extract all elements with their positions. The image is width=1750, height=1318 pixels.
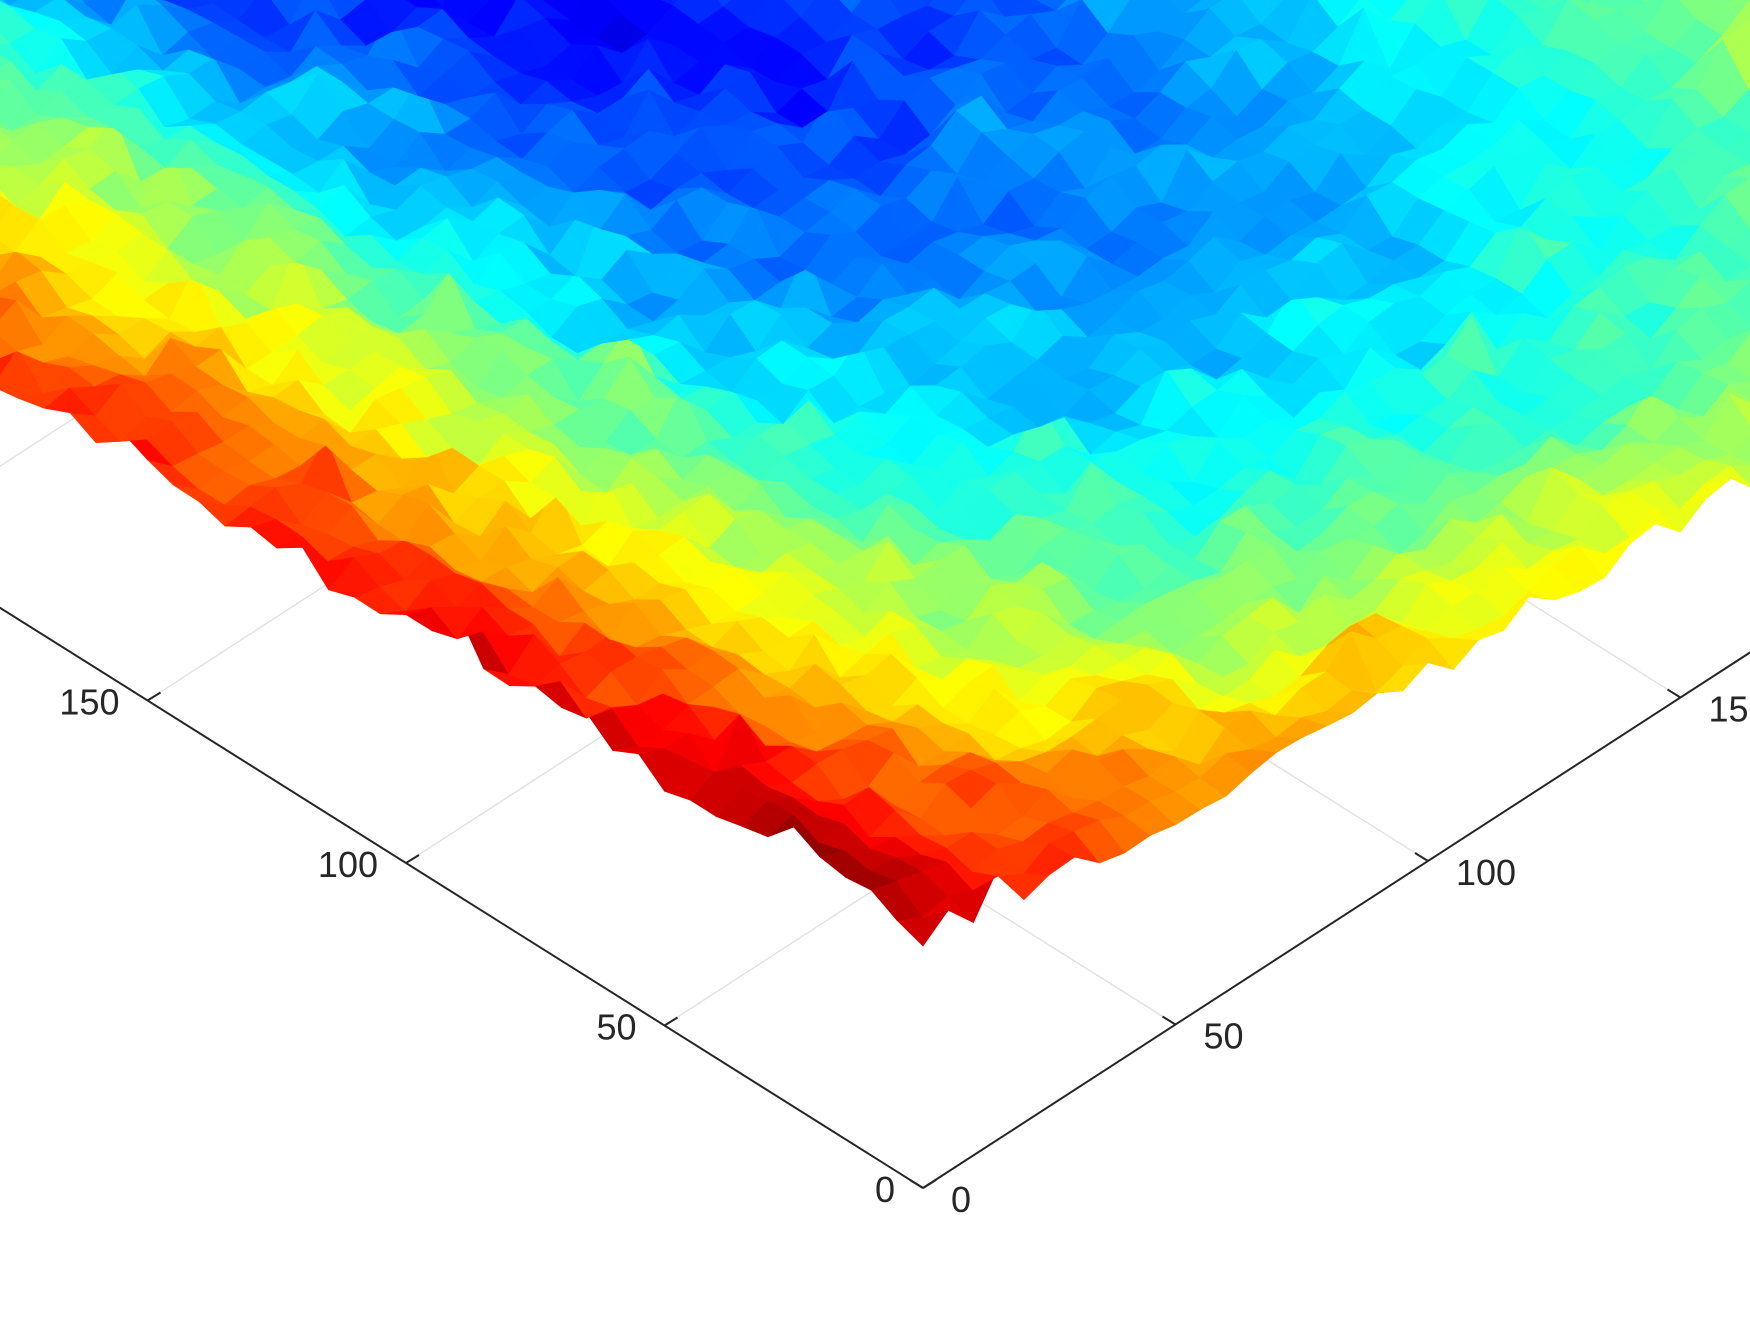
x-tick (923, 1180, 936, 1188)
y-tick-label: 50 (1204, 1016, 1244, 1057)
y-tick (1668, 690, 1681, 698)
surface-layer (0, 0, 1750, 946)
x-tick-label: 50 (596, 1007, 636, 1048)
surface-patch (998, 873, 1049, 900)
x-tick (406, 855, 419, 863)
y-tick (910, 1180, 923, 1188)
y-tick (1415, 853, 1428, 861)
y-tick (1163, 1017, 1176, 1025)
x-tick-label: 0 (875, 1169, 895, 1210)
x-tick-label: 150 (59, 682, 119, 723)
y-tick-label: 150 (1709, 689, 1750, 730)
y-tick-label: 0 (951, 1179, 971, 1220)
y-tick-label: 100 (1456, 852, 1516, 893)
x-tick (148, 693, 161, 701)
x-tick (665, 1018, 678, 1026)
x-tick-label: 100 (318, 844, 378, 885)
